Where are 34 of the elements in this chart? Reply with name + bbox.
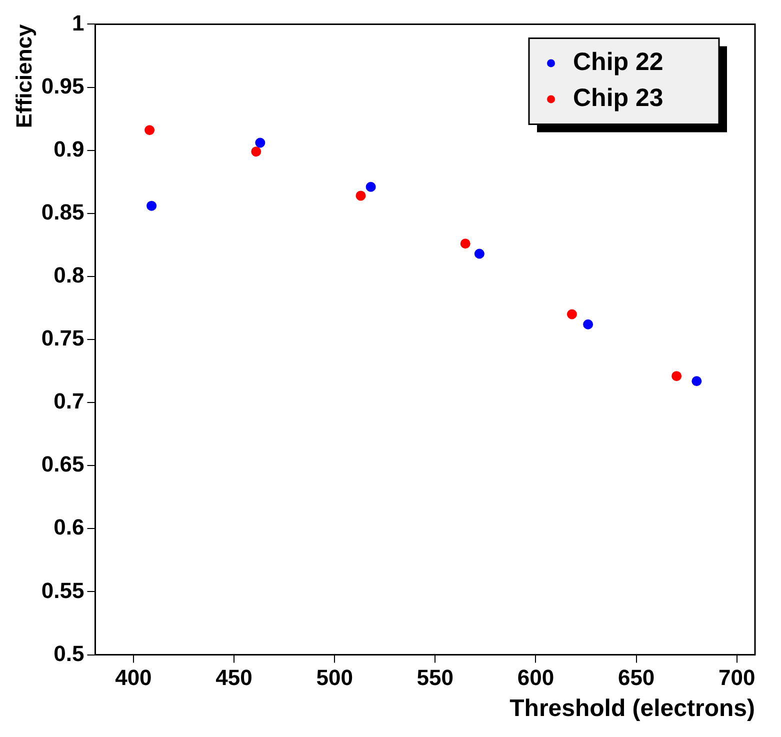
legend-label: Chip 23	[573, 84, 664, 112]
y-tick-label: 0.9	[54, 136, 84, 162]
point	[146, 200, 157, 211]
y-tick-label: 0.5	[54, 640, 84, 666]
y-tick-label: 0.85	[41, 199, 84, 224]
point	[255, 138, 266, 148]
x-tick-label: 450	[216, 665, 252, 690]
y-tick-label: 0.75	[41, 326, 84, 351]
y-tick-label: 0.65	[41, 452, 84, 477]
y-tick-label: 0.55	[41, 578, 84, 603]
x-tick-label: 400	[115, 665, 152, 690]
y-tick-label: 0.6	[54, 514, 84, 540]
x-axis-title: Threshold (electrons)	[510, 695, 755, 722]
point	[251, 146, 262, 157]
point	[692, 376, 702, 386]
x-tick-label: 500	[316, 665, 353, 690]
x-tick-label: 550	[416, 665, 454, 690]
point	[144, 125, 155, 136]
x-tick-label: 700	[718, 665, 756, 690]
point	[474, 248, 484, 259]
point	[366, 182, 376, 192]
point	[672, 371, 682, 382]
y-tick-label: 0.7	[54, 388, 84, 414]
y-axis-title: Efficiency	[11, 23, 36, 128]
x-tick-label: 650	[618, 665, 655, 690]
y-tick-label: 0.8	[54, 262, 84, 288]
legend-label: Chip 22	[573, 48, 664, 76]
point	[356, 190, 366, 201]
point	[583, 319, 594, 330]
point	[460, 238, 470, 249]
y-tick-label: 0.95	[41, 73, 84, 98]
x-tick-label: 600	[517, 665, 554, 690]
point	[566, 309, 577, 320]
y-tick-label: 1	[72, 10, 84, 36]
